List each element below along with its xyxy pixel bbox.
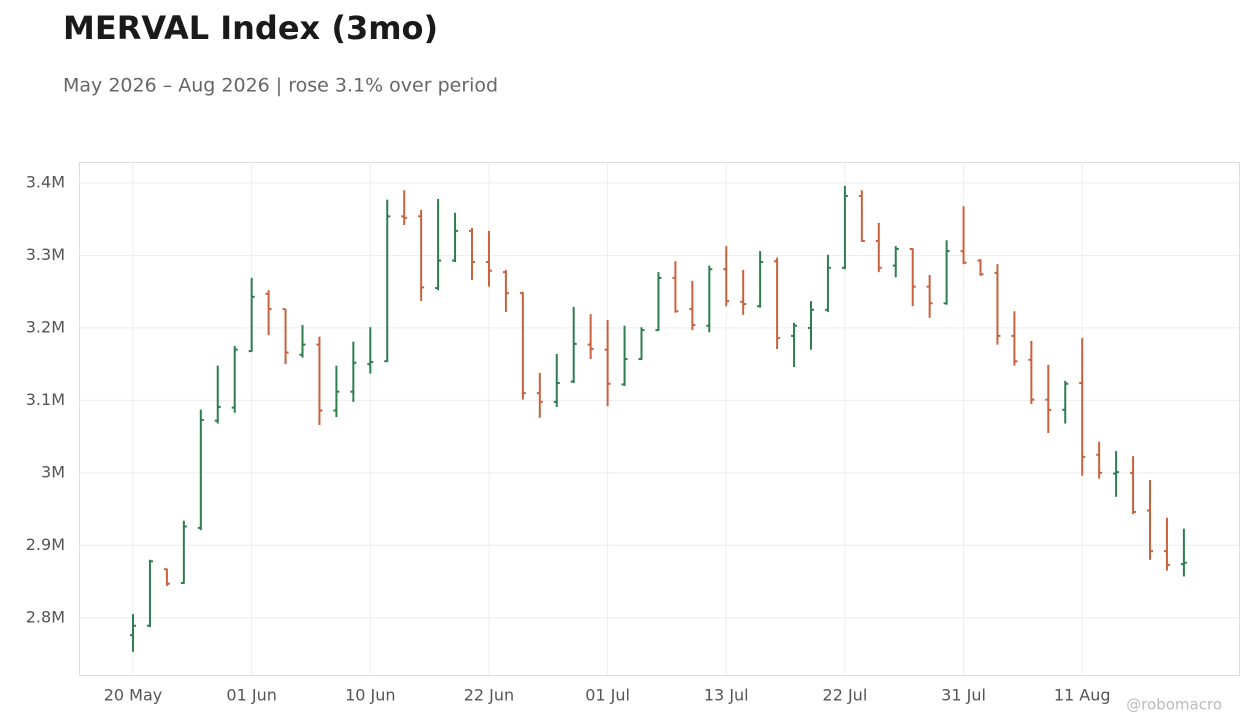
plot-frame [79, 162, 1240, 676]
x-tick-label: 20 May [104, 686, 163, 705]
x-tick-label: 31 Jul [941, 686, 986, 705]
x-tick-label: 22 Jul [823, 686, 868, 705]
x-tick-label: 01 Jun [226, 686, 276, 705]
watermark: @robomacro [1126, 696, 1222, 714]
y-tick-label: 3.3M [26, 245, 65, 264]
y-tick-label: 2.9M [26, 535, 65, 554]
y-tick-label: 3.4M [26, 173, 65, 192]
x-tick-label: 11 Aug [1054, 686, 1111, 705]
chart-subtitle: May 2026 – Aug 2026 | rose 3.1% over per… [63, 75, 498, 97]
chart-title: MERVAL Index (3mo) [63, 9, 438, 47]
y-tick-label: 3.1M [26, 390, 65, 409]
y-tick-label: 3M [41, 462, 65, 481]
y-tick-label: 3.2M [26, 317, 65, 336]
x-tick-label: 01 Jul [585, 686, 630, 705]
x-tick-label: 22 Jun [464, 686, 514, 705]
x-tick-label: 13 Jul [704, 686, 749, 705]
y-tick-label: 2.8M [26, 607, 65, 626]
x-tick-label: 10 Jun [345, 686, 395, 705]
